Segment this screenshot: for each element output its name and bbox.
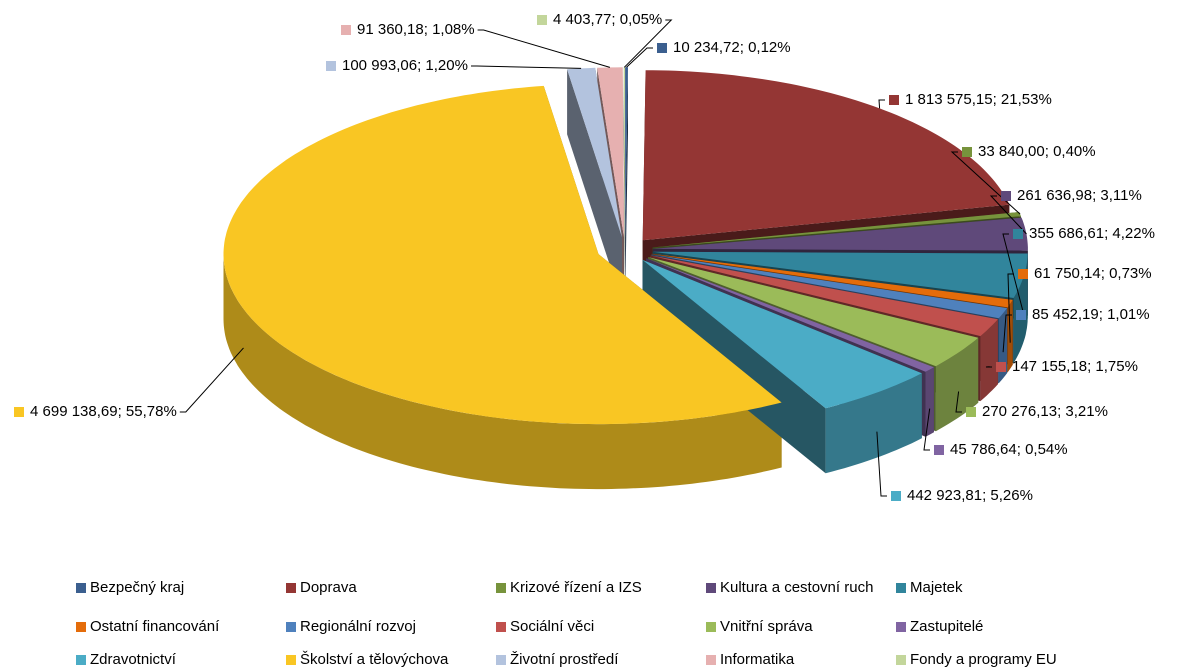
legend-key xyxy=(706,622,716,632)
data-label: 61 750,14; 0,73% xyxy=(1034,265,1152,282)
slice-wall xyxy=(1013,253,1028,363)
legend-key xyxy=(896,583,906,593)
slice xyxy=(567,67,622,238)
slice-side xyxy=(623,67,625,303)
slice xyxy=(651,253,1013,308)
legend-key xyxy=(76,655,86,665)
legend-label: Vnitřní správa xyxy=(720,618,813,635)
data-label-key xyxy=(1013,229,1023,239)
legend-label: Životní prostředí xyxy=(510,651,619,668)
slice xyxy=(642,70,1010,241)
legend-key xyxy=(706,655,716,665)
legend-key xyxy=(496,622,506,632)
legend-label: Krizové řízení a IZS xyxy=(510,579,642,596)
data-label-key xyxy=(537,15,547,25)
legend-label: Regionální rozvoj xyxy=(300,618,416,635)
leader-line xyxy=(1007,273,1014,343)
leader-line xyxy=(626,47,653,68)
data-label-key xyxy=(1018,269,1028,279)
data-label: 45 786,64; 0,54% xyxy=(950,441,1068,458)
slice-side xyxy=(567,69,622,303)
data-label-key xyxy=(14,407,24,417)
legend-key xyxy=(286,655,296,665)
legend-key xyxy=(76,622,86,632)
data-label: 10 234,72; 0,12% xyxy=(673,39,791,56)
leader-line xyxy=(1002,314,1012,353)
data-label: 355 686,61; 4,22% xyxy=(1029,225,1155,242)
leader-line xyxy=(477,29,611,68)
leader-line xyxy=(179,347,244,413)
legend-label: Školství a tělovýchova xyxy=(300,651,449,668)
legend-label: Fondy a programy EU xyxy=(910,651,1057,668)
slice xyxy=(646,258,934,372)
data-label-key xyxy=(934,445,944,455)
data-label: 4 699 138,69; 55,78% xyxy=(30,403,177,420)
leader-line xyxy=(876,431,887,497)
legend-key xyxy=(706,583,716,593)
data-label: 100 993,06; 1,20% xyxy=(342,57,468,74)
data-label-key xyxy=(996,362,1006,372)
legend-key xyxy=(76,583,86,593)
legend-label: Majetek xyxy=(910,579,963,596)
data-label: 261 636,98; 3,11% xyxy=(1017,187,1142,204)
slice xyxy=(650,255,998,337)
data-label-key xyxy=(962,147,972,157)
legend-key xyxy=(496,655,506,665)
legend-key xyxy=(896,655,906,665)
leader-line xyxy=(950,151,1021,215)
legend-label: Informatika xyxy=(720,651,795,668)
leader-line xyxy=(878,99,885,109)
data-label-key xyxy=(891,491,901,501)
leader-line xyxy=(471,65,582,69)
legend-key xyxy=(286,583,296,593)
legend-label: Doprava xyxy=(300,579,357,596)
leader-line xyxy=(923,408,931,451)
slice xyxy=(652,212,1021,248)
data-label: 85 452,19; 1,01% xyxy=(1032,306,1150,323)
data-label-key xyxy=(341,25,351,35)
slice xyxy=(597,67,624,238)
data-label: 1 813 575,15; 21,53% xyxy=(905,91,1052,108)
leader-line xyxy=(623,19,673,68)
data-label: 33 840,00; 0,40% xyxy=(978,143,1096,160)
legend-label: Ostatní financování xyxy=(90,618,220,635)
data-label-key xyxy=(326,61,336,71)
slice-wall xyxy=(925,367,934,437)
legend-key xyxy=(286,622,296,632)
leader-line xyxy=(955,391,962,413)
slice xyxy=(652,251,1028,298)
data-label: 270 276,13; 3,21% xyxy=(982,403,1108,420)
slice-wall xyxy=(980,319,998,402)
slice-wall xyxy=(223,254,782,490)
slice xyxy=(651,254,1008,319)
data-label: 147 155,18; 1,75% xyxy=(1012,358,1138,375)
leader-line xyxy=(1002,233,1025,316)
legend-key xyxy=(896,622,906,632)
slice xyxy=(623,67,625,238)
legend-label: Bezpečný kraj xyxy=(90,579,184,596)
data-label: 91 360,18; 1,08% xyxy=(357,21,475,38)
legend-label: Kultura a cestovní ruch xyxy=(720,579,873,596)
leader-line xyxy=(989,195,1027,235)
data-label-key xyxy=(966,407,976,417)
slice xyxy=(625,67,628,238)
slice xyxy=(642,259,922,409)
legend-label: Zastupitelé xyxy=(910,618,983,635)
slice-wall xyxy=(825,373,922,474)
data-label-key xyxy=(1001,191,1011,201)
slice-side xyxy=(625,67,628,303)
slice xyxy=(223,85,782,425)
legend-label: Zdravotnictví xyxy=(90,651,177,668)
data-label: 4 403,77; 0,05% xyxy=(553,11,662,28)
slice xyxy=(648,257,979,367)
data-label-key xyxy=(1016,310,1026,320)
legend-label: Sociální věci xyxy=(510,618,594,635)
slice xyxy=(652,217,1028,251)
data-label: 442 923,81; 5,26% xyxy=(907,487,1033,504)
legend-key xyxy=(496,583,506,593)
data-label-key xyxy=(657,43,667,53)
data-label-key xyxy=(889,95,899,105)
